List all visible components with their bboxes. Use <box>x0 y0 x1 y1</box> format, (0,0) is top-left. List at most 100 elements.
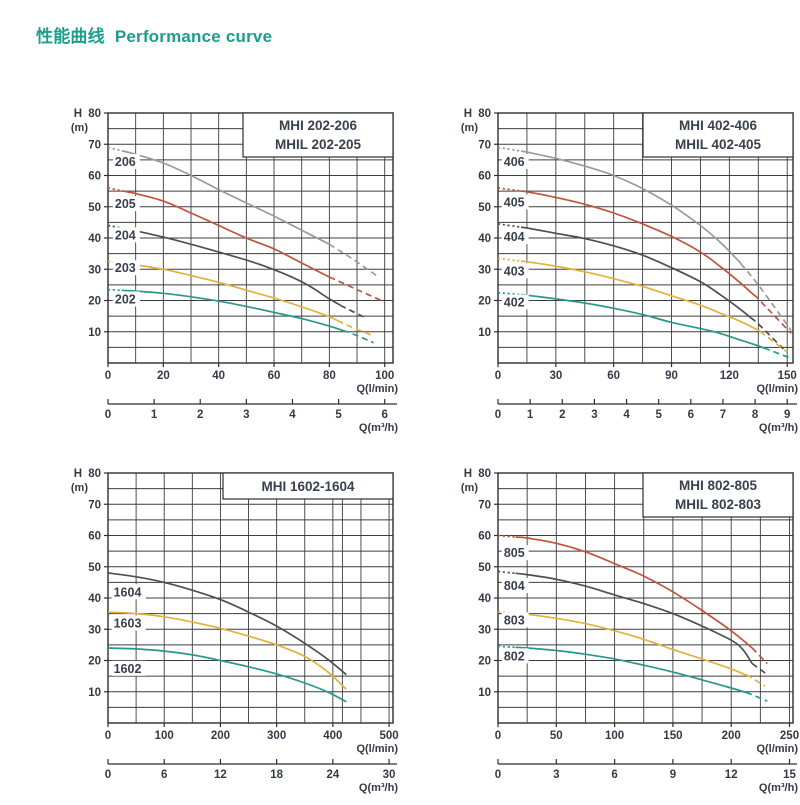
grid <box>108 473 393 723</box>
series-label-204: 204 <box>112 227 140 243</box>
chart-title-box: MHI 802-805 MHIL 802-803 <box>642 472 794 518</box>
svg-text:4: 4 <box>623 409 630 421</box>
svg-text:5: 5 <box>655 409 662 421</box>
chart-title-box: MHI 1602-1604 <box>222 472 394 500</box>
svg-text:4: 4 <box>289 409 296 421</box>
svg-text:20: 20 <box>157 370 170 382</box>
svg-text:MHI 402-406: MHI 402-406 <box>679 118 758 133</box>
series-label-405: 405 <box>501 194 529 210</box>
svg-text:206: 206 <box>115 155 136 169</box>
svg-text:MHI 802-805: MHI 802-805 <box>679 478 758 493</box>
series-label-203: 203 <box>112 260 140 276</box>
svg-text:30: 30 <box>478 624 491 636</box>
series-label-803: 803 <box>501 612 529 628</box>
svg-text:0: 0 <box>495 409 501 421</box>
series-1603 <box>107 611 347 690</box>
chart-title-box: MHI 202-206 MHIL 202-205 <box>242 112 394 158</box>
svg-text:1604: 1604 <box>114 585 142 599</box>
svg-text:802: 802 <box>504 649 525 663</box>
svg-text:200: 200 <box>211 730 230 742</box>
svg-text:8: 8 <box>752 409 759 421</box>
svg-text:Q(l/min): Q(l/min) <box>356 383 398 395</box>
svg-text:100: 100 <box>375 370 394 382</box>
svg-text:300: 300 <box>267 730 286 742</box>
svg-text:20: 20 <box>478 296 491 308</box>
series-label-402: 402 <box>501 294 529 310</box>
svg-text:40: 40 <box>212 370 225 382</box>
svg-text:Q(m³/h): Q(m³/h) <box>759 422 798 434</box>
svg-text:204: 204 <box>115 228 136 242</box>
series-406 <box>497 146 792 331</box>
svg-text:(m): (m) <box>461 482 478 494</box>
svg-text:60: 60 <box>268 370 281 382</box>
svg-text:10: 10 <box>88 687 101 699</box>
svg-text:(m): (m) <box>71 122 88 134</box>
svg-text:500: 500 <box>379 730 398 742</box>
series-802 <box>497 645 768 702</box>
svg-text:80: 80 <box>478 468 491 480</box>
series-203 <box>107 260 372 336</box>
svg-text:406: 406 <box>504 155 525 169</box>
svg-text:1: 1 <box>527 409 534 421</box>
svg-text:20: 20 <box>478 656 491 668</box>
svg-text:12: 12 <box>725 769 738 781</box>
svg-text:Q(l/min): Q(l/min) <box>756 383 798 395</box>
svg-text:250: 250 <box>780 730 799 742</box>
svg-text:9: 9 <box>784 409 790 421</box>
svg-text:Q(l/min): Q(l/min) <box>756 743 798 755</box>
series-204 <box>107 224 366 319</box>
svg-text:30: 30 <box>478 264 491 276</box>
svg-text:Q(m³/h): Q(m³/h) <box>359 422 398 434</box>
series-805 <box>497 534 768 665</box>
svg-text:3: 3 <box>553 769 559 781</box>
svg-text:200: 200 <box>722 730 741 742</box>
svg-text:5: 5 <box>335 409 342 421</box>
page-title-zh: 性能曲线 <box>36 27 105 46</box>
series-404 <box>497 223 784 350</box>
series-206 <box>107 146 377 277</box>
svg-text:50: 50 <box>550 730 563 742</box>
svg-text:120: 120 <box>720 370 739 382</box>
svg-text:30: 30 <box>383 769 396 781</box>
svg-text:60: 60 <box>478 171 491 183</box>
svg-text:9: 9 <box>670 769 676 781</box>
svg-text:1602: 1602 <box>114 662 142 676</box>
svg-text:10: 10 <box>88 327 101 339</box>
svg-text:60: 60 <box>478 531 491 543</box>
svg-text:60: 60 <box>607 370 620 382</box>
svg-text:0: 0 <box>105 409 111 421</box>
svg-text:70: 70 <box>88 499 101 511</box>
svg-text:205: 205 <box>115 197 136 211</box>
svg-text:10: 10 <box>478 327 491 339</box>
svg-text:2: 2 <box>559 409 565 421</box>
svg-text:40: 40 <box>88 593 101 605</box>
svg-text:70: 70 <box>478 499 491 511</box>
svg-text:150: 150 <box>778 370 797 382</box>
svg-text:20: 20 <box>88 296 101 308</box>
svg-text:Q(l/min): Q(l/min) <box>356 743 398 755</box>
svg-text:40: 40 <box>478 233 491 245</box>
svg-text:H: H <box>74 468 82 480</box>
svg-text:80: 80 <box>478 108 491 120</box>
svg-text:0: 0 <box>105 769 111 781</box>
svg-text:400: 400 <box>323 730 342 742</box>
series-label-805: 805 <box>501 545 529 561</box>
series-label-1604: 1604 <box>111 584 146 600</box>
svg-text:20: 20 <box>88 656 101 668</box>
svg-text:405: 405 <box>504 196 525 210</box>
svg-text:50: 50 <box>88 202 101 214</box>
series-label-205: 205 <box>112 196 140 212</box>
svg-text:402: 402 <box>504 296 525 310</box>
series-1602 <box>107 647 347 703</box>
series-label-202: 202 <box>112 291 140 307</box>
series-403 <box>497 257 788 353</box>
svg-text:Q(m³/h): Q(m³/h) <box>759 782 798 794</box>
svg-text:H: H <box>74 108 82 120</box>
svg-text:3: 3 <box>591 409 597 421</box>
svg-text:203: 203 <box>115 261 136 275</box>
svg-text:18: 18 <box>270 769 283 781</box>
